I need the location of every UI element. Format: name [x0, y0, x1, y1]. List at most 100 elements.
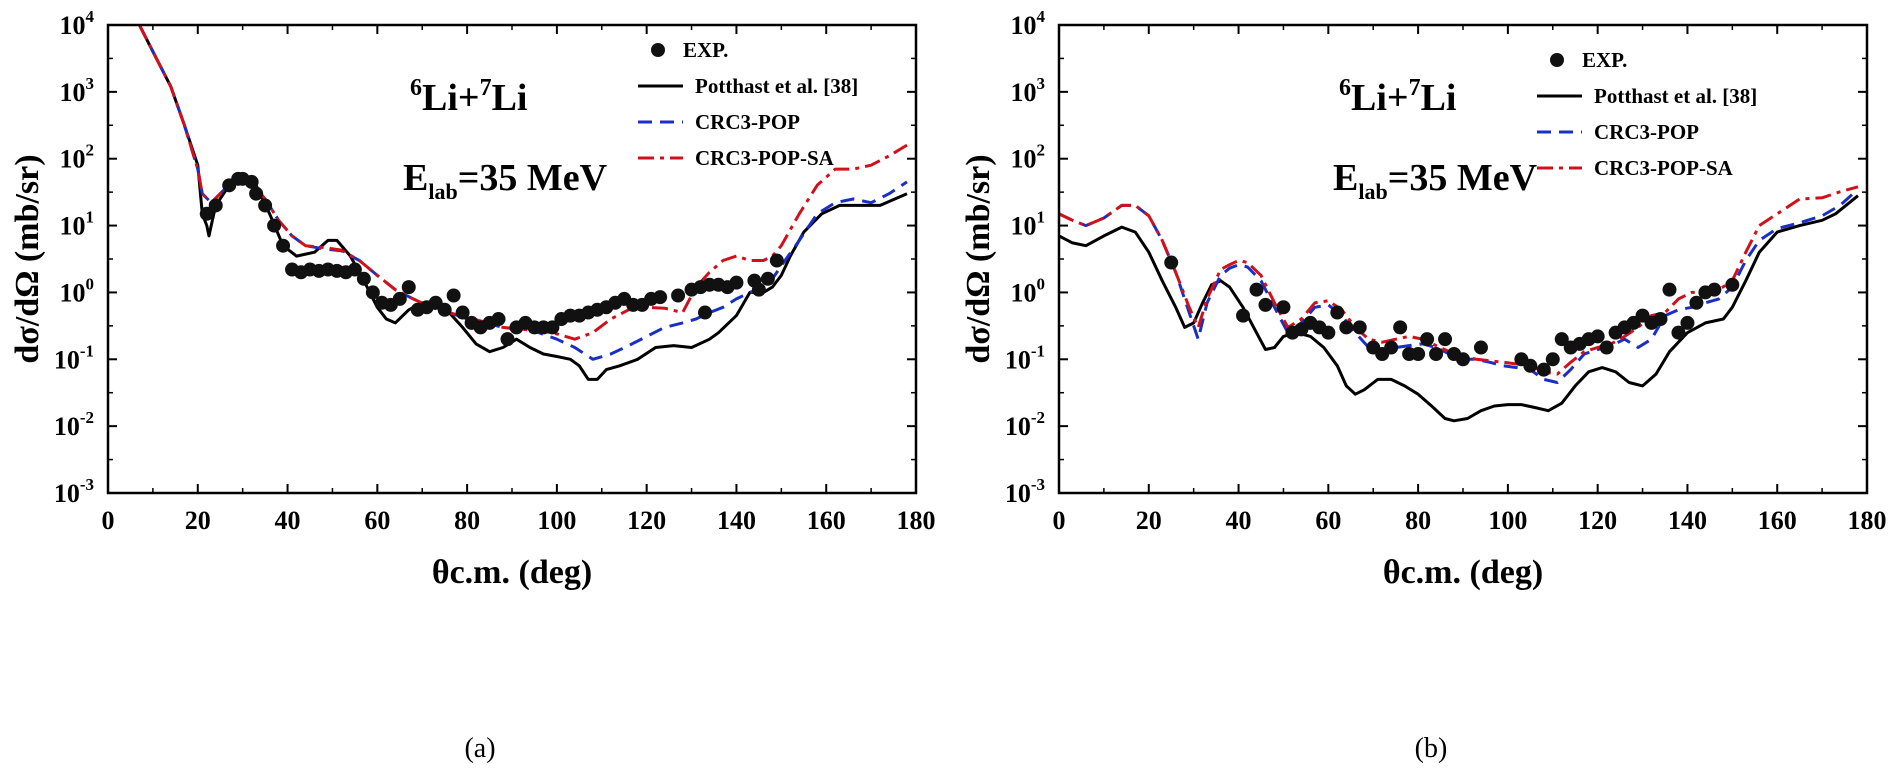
exp-data-point: [1438, 332, 1453, 347]
exp-data-point: [1680, 315, 1695, 330]
x-tick-label: 100: [1488, 506, 1527, 535]
x-tick-label: 20: [185, 506, 211, 535]
y-tick-label: 10-3: [1005, 475, 1045, 508]
x-tick-label: 140: [717, 506, 756, 535]
exp-data-point: [392, 291, 407, 306]
legend-label: CRC3-POP-SA: [1594, 156, 1734, 180]
exp-data-point: [1536, 362, 1551, 377]
exp-data-point: [1671, 325, 1686, 340]
exp-data-point: [401, 280, 416, 295]
y-tick-label: 100: [1011, 274, 1046, 307]
exp-data-point: [653, 290, 668, 305]
exp-data-point: [760, 271, 775, 286]
legend-marker-exp: [1550, 53, 1564, 67]
exp-data-point: [1393, 320, 1408, 335]
exp-data-point: [1321, 325, 1336, 340]
exp-data-point: [258, 198, 273, 213]
exp-data-point: [1689, 295, 1704, 310]
exp-data-point: [1420, 332, 1435, 347]
exp-data-point: [1599, 340, 1614, 355]
panel-caption: (a): [464, 733, 495, 764]
curves-group: [138, 25, 908, 381]
exp-data-point: [698, 305, 713, 320]
y-tick-label: 102: [1011, 141, 1046, 174]
y-tick-label: 101: [1011, 208, 1046, 241]
legend-label: Potthast et al. [38]: [695, 74, 858, 98]
x-tick-label: 60: [1315, 506, 1341, 535]
chart-a-svg: 0 20 40 60 80 100 120 140 160 180 10-3 10-2 10-1 100 1…: [9, 7, 936, 764]
exp-data-point: [446, 288, 461, 303]
exp-data-point: [1258, 297, 1273, 312]
energy-label: Elab=35 MeV: [403, 157, 608, 204]
plot-frame: [1057, 23, 1869, 495]
y-tick-label: 101: [60, 208, 95, 241]
legend-label: EXP.: [1582, 48, 1627, 72]
chart-panel-a: 0 20 40 60 80 100 120 140 160 180 10-3 10-2 10-1 100 1…: [9, 7, 936, 764]
y-tick-label: 104: [1011, 7, 1046, 40]
exp-data-point: [1707, 282, 1722, 297]
legend-label: CRC3-POP: [1594, 120, 1699, 144]
y-axis-title: dσ/dΩ (mb/sr): [9, 154, 46, 363]
chart-b-svg: 0 20 40 60 80 100 120 140 160 180 10-3 10-2 10-1 100 1…: [960, 7, 1887, 764]
exp-data-point: [671, 288, 686, 303]
x-tick-label: 40: [275, 506, 301, 535]
legend-label: EXP.: [683, 38, 728, 62]
exp-data-point: [500, 332, 515, 347]
x-tick-label: 80: [1405, 506, 1431, 535]
y-tick-label: 10-1: [54, 341, 94, 374]
exp-data-point: [1545, 352, 1560, 367]
legend-label: Potthast et al. [38]: [1594, 84, 1757, 108]
x-tick-label: 0: [1053, 506, 1066, 535]
exp-data-point: [249, 186, 264, 201]
reaction-label: 6Li+7Li: [1339, 75, 1456, 119]
curves-group: [1059, 185, 1860, 423]
exp-data-point: [356, 271, 371, 286]
plot-area-a: 0 20 40 60 80 100 120 140 160 180 10-3 10-2 10-1 100 1…: [9, 7, 936, 764]
y-tick-label: 104: [60, 7, 95, 40]
exp-data-point: [545, 320, 560, 335]
exp-data-point: [244, 174, 259, 189]
exp-data-point: [208, 198, 223, 213]
x-tick-label: 180: [1848, 506, 1887, 535]
exp-data-point: [199, 206, 214, 221]
y-tick-label: 10-1: [1005, 341, 1045, 374]
exp-data-point: [1352, 320, 1367, 335]
x-tick-label: 140: [1668, 506, 1707, 535]
y-axis-title: dσ/dΩ (mb/sr): [960, 154, 997, 363]
x-tick-label: 80: [454, 506, 480, 535]
x-tick-label: 120: [1578, 506, 1617, 535]
y-tick-label: 10-2: [54, 408, 94, 441]
exp-data-point: [769, 253, 784, 268]
y-tick-label: 102: [60, 141, 95, 174]
exp-data-point: [1554, 332, 1569, 347]
y-tick-label: 10-2: [1005, 408, 1045, 441]
energy-label: Elab=35 MeV: [1333, 157, 1538, 204]
exp-data-point: [1429, 346, 1444, 361]
x-tick-label: 0: [102, 506, 115, 535]
legend-label: CRC3-POP: [695, 110, 800, 134]
exp-data-point: [1523, 358, 1538, 373]
y-tick-label: 10-3: [54, 475, 94, 508]
reaction-label: 6Li+7Li: [410, 75, 527, 119]
legend-label: CRC3-POP-SA: [695, 146, 835, 170]
exp-data-point: [1276, 300, 1291, 315]
exp-data-point: [1164, 255, 1179, 270]
plot-area-b: 0 20 40 60 80 100 120 140 160 180 10-3 10-2 10-1 100 1…: [960, 7, 1887, 764]
exp-data-point: [1456, 352, 1470, 367]
exp-data-point: [729, 275, 744, 290]
x-tick-label: 120: [627, 506, 666, 535]
x-tick-label: 40: [1226, 506, 1252, 535]
x-axis-title: θc.m. (deg): [1383, 554, 1543, 591]
exp-data-point: [1473, 340, 1488, 355]
x-tick-label: 60: [364, 506, 390, 535]
exp-data-point: [751, 282, 766, 297]
exp-data-point: [1330, 305, 1345, 320]
y-tick-label: 100: [60, 274, 95, 307]
x-tick-label: 100: [537, 506, 576, 535]
x-tick-label: 160: [807, 506, 846, 535]
x-tick-label: 180: [897, 506, 936, 535]
exp-data-point: [1339, 320, 1354, 335]
exp-data-point: [1236, 308, 1251, 323]
exp-data-point: [455, 305, 470, 320]
chart-panel-b: 0 20 40 60 80 100 120 140 160 180 10-3 10-2 10-1 100 1…: [951, 0, 1902, 774]
